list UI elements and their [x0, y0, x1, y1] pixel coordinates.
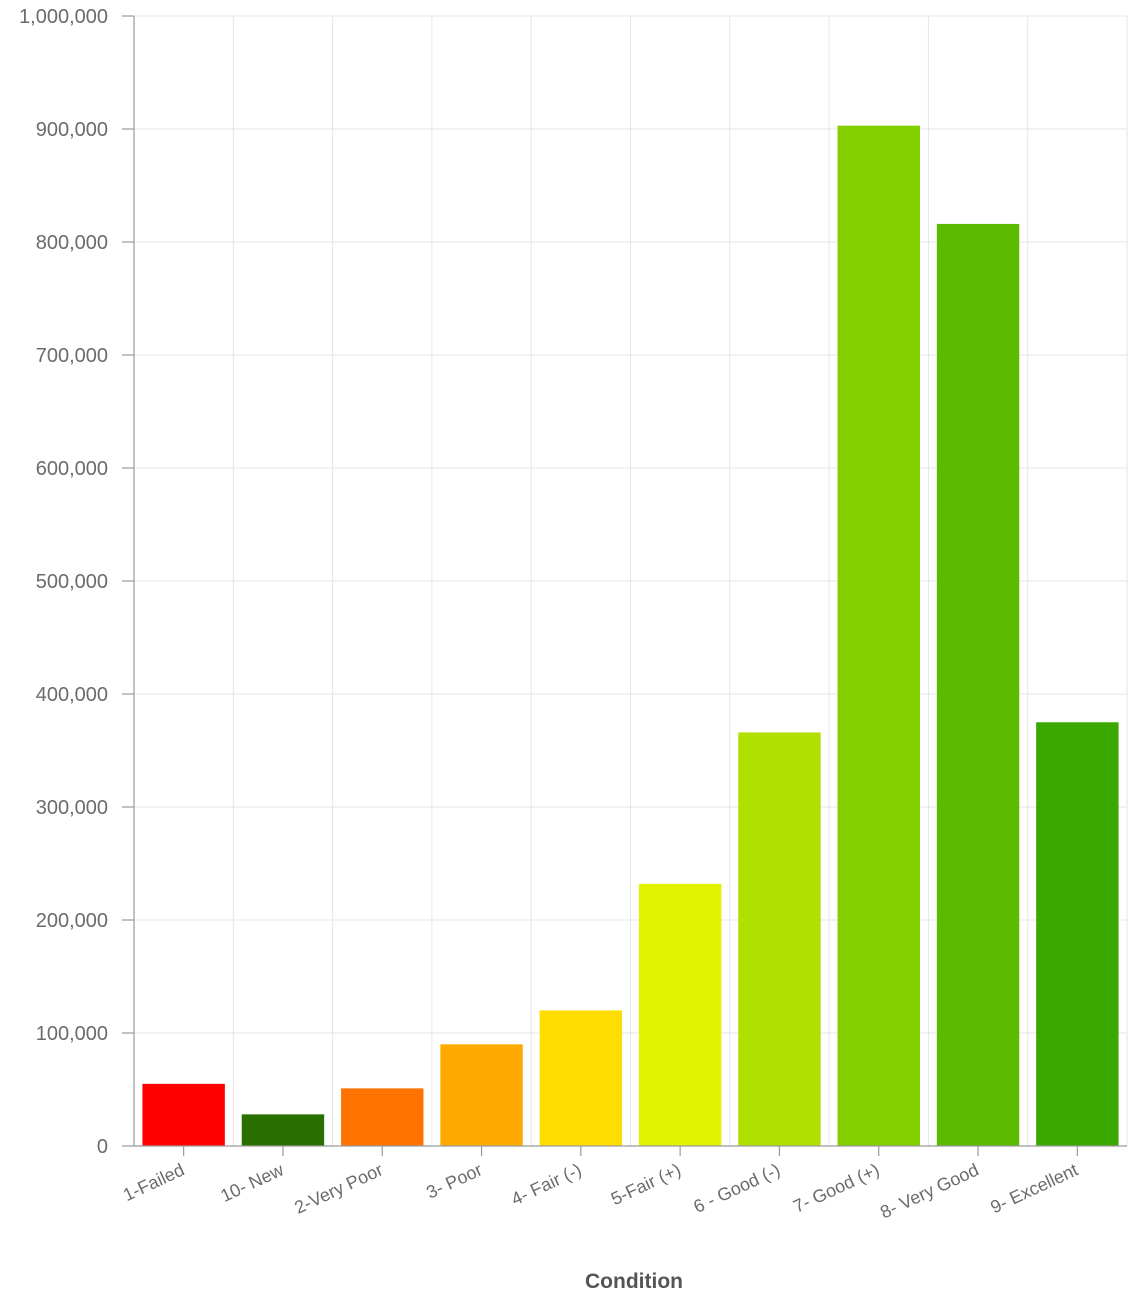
bar[interactable] [341, 1088, 424, 1146]
y-tick-label: 0 [97, 1136, 108, 1158]
y-tick-label: 700,000 [36, 345, 108, 367]
x-tick-label: 5-Fair (+) [608, 1159, 684, 1209]
bar[interactable] [738, 732, 821, 1146]
y-tick-label: 200,000 [36, 910, 108, 932]
y-tick-label: 300,000 [36, 797, 108, 819]
x-tick-label: 4- Fair (-) [508, 1159, 584, 1209]
bar[interactable] [241, 1114, 325, 1146]
x-tick-label: 7- Good (+) [790, 1159, 882, 1216]
y-tick-label: 600,000 [36, 458, 108, 480]
bar[interactable] [142, 1083, 225, 1146]
y-tick-label: 900,000 [36, 119, 108, 141]
y-tick-label: 500,000 [36, 571, 108, 593]
x-axis-tick-labels: 1-Failed 10- New 2-Very Poor 3- Poor 4- Fair… [120, 1159, 1081, 1222]
grid-lines [134, 15, 1128, 1146]
x-tick-label: 3- Poor [423, 1159, 485, 1202]
y-tick-label: 400,000 [36, 684, 108, 706]
y-tick-label: 800,000 [36, 232, 108, 254]
bar[interactable] [936, 223, 1020, 1147]
bar[interactable] [638, 883, 722, 1146]
bar[interactable] [539, 1010, 623, 1146]
bar[interactable] [1036, 722, 1119, 1146]
x-tick-label: 1-Failed [120, 1159, 187, 1205]
bar[interactable] [837, 125, 920, 1147]
y-axis-tick-labels: 0 100,000 200,000 300,000 400,000 500,000 600,… [19, 6, 108, 1158]
x-tick-label: 10- New [217, 1159, 287, 1206]
bar[interactable] [440, 1044, 523, 1146]
x-tick-label: 9- Excellent [987, 1159, 1081, 1217]
y-tick-label: 1,000,000 [19, 6, 108, 28]
axes [122, 15, 1127, 1156]
x-tick-label: 2-Very Poor [291, 1159, 386, 1217]
x-tick-label: 6 - Good (-) [690, 1159, 783, 1216]
x-tick-label: 8- Very Good [877, 1159, 982, 1222]
y-tick-label: 100,000 [36, 1023, 108, 1045]
x-axis-title: Condition [585, 1270, 683, 1293]
bars [142, 125, 1119, 1147]
